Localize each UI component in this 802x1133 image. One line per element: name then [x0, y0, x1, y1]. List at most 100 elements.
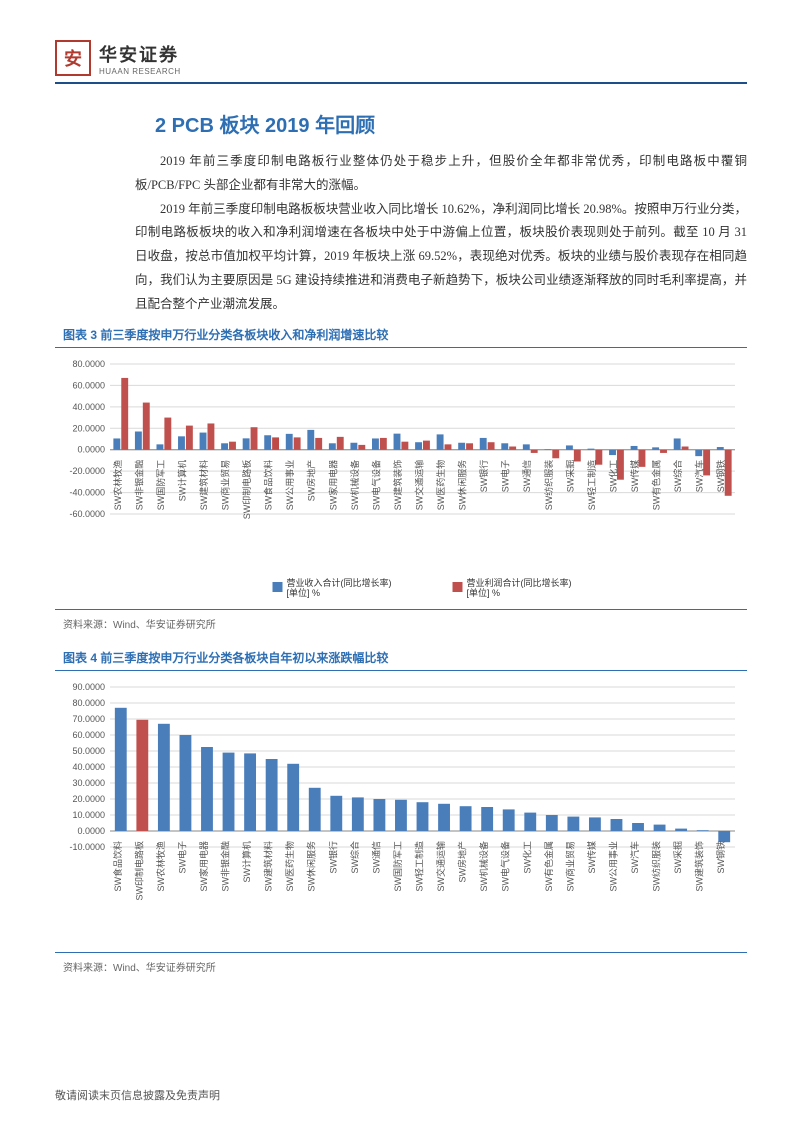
svg-text:SW传媒: SW传媒 [629, 460, 640, 493]
page-header: 安 华安证券 HUAAN RESEARCH [55, 40, 747, 84]
divider [55, 952, 747, 953]
svg-text:SW有色金属: SW有色金属 [543, 841, 554, 892]
company-name-en: HUAAN RESEARCH [99, 67, 181, 76]
svg-text:SW房地产: SW房地产 [457, 841, 468, 883]
svg-text:0.0000: 0.0000 [77, 826, 105, 836]
svg-text:SW国防军工: SW国防军工 [392, 841, 403, 892]
svg-text:SW采掘: SW采掘 [672, 841, 683, 874]
svg-text:10.0000: 10.0000 [72, 810, 105, 820]
svg-text:SW公用事业: SW公用事业 [284, 460, 295, 511]
paragraph-2: 2019 年前三季度印制电路板板块营业收入同比增长 10.62%，净利润同比增长… [135, 198, 747, 317]
svg-text:SW房地产: SW房地产 [306, 460, 317, 502]
chart4: -10.00000.000010.000020.000030.000040.00… [55, 677, 747, 950]
svg-text:营业收入合计(同比增长率): 营业收入合计(同比增长率) [287, 577, 392, 588]
svg-text:SW电气设备: SW电气设备 [370, 460, 381, 511]
svg-text:SW印制电路板: SW印制电路板 [133, 841, 144, 901]
svg-text:SW采掘: SW采掘 [564, 460, 575, 493]
logo-text: 华安证券 HUAAN RESEARCH [99, 41, 181, 76]
chart3: -60.0000 -40.0000 -20.0000 0.0000 20.0000 40.… [55, 354, 747, 607]
svg-text:营业利润合计(同比增长率): 营业利润合计(同比增长率) [467, 577, 572, 588]
svg-text:90.0000: 90.0000 [72, 682, 105, 692]
svg-text:30.0000: 30.0000 [72, 778, 105, 788]
svg-text:SW钢铁: SW钢铁 [715, 460, 726, 493]
svg-text:SW建筑材料: SW建筑材料 [198, 460, 209, 511]
svg-text:SW化工: SW化工 [607, 460, 618, 493]
logo-icon: 安 [55, 40, 91, 76]
paragraph-1: 2019 年前三季度印制电路板行业整体仍处于稳步上升，但股价全年都非常优秀，印制… [135, 150, 747, 198]
logo-char: 安 [64, 45, 82, 71]
svg-text:SW汽车: SW汽车 [694, 460, 705, 493]
svg-text:-20.0000: -20.0000 [69, 466, 105, 476]
chart3-source: 资料来源：Wind、华安证券研究所 [63, 616, 747, 631]
svg-text:SW轻工制造: SW轻工制造 [414, 841, 425, 892]
divider [55, 347, 747, 348]
svg-text:SW通信: SW通信 [370, 841, 381, 874]
svg-text:SW食品饮料: SW食品饮料 [263, 460, 274, 511]
svg-text:SW交通运输: SW交通运输 [414, 460, 425, 511]
chart4-caption: 图表 4 前三季度按申万行业分类各板块自年初以来涨跌幅比较 [63, 649, 747, 666]
svg-text:SW国防军工: SW国防军工 [155, 460, 166, 511]
svg-text:80.0000: 80.0000 [72, 359, 105, 369]
svg-text:SW商业贸易: SW商业贸易 [564, 841, 575, 892]
svg-text:SW交通运输: SW交通运输 [435, 841, 446, 892]
svg-text:SW印制电路板: SW印制电路板 [241, 460, 252, 520]
svg-text:SW机械设备: SW机械设备 [478, 841, 489, 892]
svg-text:20.0000: 20.0000 [72, 794, 105, 804]
svg-text:20.0000: 20.0000 [72, 424, 105, 434]
svg-text:[单位] %: [单位] % [287, 587, 321, 598]
svg-text:SW电子: SW电子 [500, 460, 511, 493]
chart4-svg: -10.00000.000010.000020.000030.000040.00… [55, 677, 745, 947]
svg-text:SW建筑装饰: SW建筑装饰 [392, 460, 403, 511]
divider [55, 609, 747, 610]
svg-text:-40.0000: -40.0000 [69, 488, 105, 498]
svg-text:SW非银金融: SW非银金融 [133, 460, 144, 511]
svg-text:SW医药生物: SW医药生物 [284, 841, 295, 892]
divider [55, 670, 747, 671]
svg-text:SW轻工制造: SW轻工制造 [586, 460, 597, 511]
svg-text:80.0000: 80.0000 [72, 698, 105, 708]
svg-text:-10.0000: -10.0000 [69, 842, 105, 852]
svg-text:SW休闲服务: SW休闲服务 [457, 460, 468, 511]
svg-text:60.0000: 60.0000 [72, 730, 105, 740]
chart3-caption: 图表 3 前三季度按申万行业分类各板块收入和净利润增速比较 [63, 326, 747, 343]
svg-text:SW非银金融: SW非银金融 [220, 841, 231, 892]
svg-text:SW电子: SW电子 [176, 841, 187, 874]
svg-text:0.0000: 0.0000 [77, 445, 105, 455]
section-title: 2 PCB 板块 2019 年回顾 [155, 109, 747, 138]
svg-text:SW公用事业: SW公用事业 [607, 841, 618, 892]
page-footer: 敬请阅读末页信息披露及免责声明 [55, 1087, 220, 1103]
svg-text:SW有色金属: SW有色金属 [651, 460, 662, 511]
svg-text:SW综合: SW综合 [672, 460, 683, 493]
svg-text:SW通信: SW通信 [521, 460, 532, 493]
chart3-svg: -60.0000 -40.0000 -20.0000 0.0000 20.0000 40.… [55, 354, 745, 604]
svg-text:SW汽车: SW汽车 [629, 841, 640, 874]
svg-text:SW农林牧渔: SW农林牧渔 [155, 841, 166, 892]
svg-text:70.0000: 70.0000 [72, 714, 105, 724]
svg-text:SW电气设备: SW电气设备 [500, 841, 511, 892]
svg-text:SW家用电器: SW家用电器 [327, 460, 338, 511]
svg-text:SW家用电器: SW家用电器 [198, 841, 209, 892]
svg-text:40.0000: 40.0000 [72, 402, 105, 412]
svg-text:SW化工: SW化工 [521, 841, 532, 874]
svg-text:SW机械设备: SW机械设备 [349, 460, 360, 511]
svg-text:SW休闲服务: SW休闲服务 [306, 841, 317, 892]
svg-text:SW食品饮料: SW食品饮料 [112, 841, 123, 892]
svg-text:SW银行: SW银行 [478, 460, 489, 493]
svg-text:SW综合: SW综合 [349, 841, 360, 874]
svg-text:SW计算机: SW计算机 [176, 460, 187, 502]
svg-text:SW纺织服装: SW纺织服装 [543, 460, 554, 511]
svg-text:SW银行: SW银行 [327, 841, 338, 874]
svg-text:60.0000: 60.0000 [72, 381, 105, 391]
svg-text:-60.0000: -60.0000 [69, 509, 105, 519]
svg-text:SW建筑材料: SW建筑材料 [263, 841, 274, 892]
svg-text:SW商业贸易: SW商业贸易 [220, 460, 231, 511]
svg-text:SW传媒: SW传媒 [586, 841, 597, 874]
svg-text:SW医药生物: SW医药生物 [435, 460, 446, 511]
svg-text:SW钢铁: SW钢铁 [715, 841, 726, 874]
svg-text:SW建筑装饰: SW建筑装饰 [694, 841, 705, 892]
svg-text:SW计算机: SW计算机 [241, 841, 252, 883]
svg-text:SW农林牧渔: SW农林牧渔 [112, 460, 123, 511]
company-name-cn: 华安证券 [99, 41, 181, 67]
chart4-source: 资料来源：Wind、华安证券研究所 [63, 959, 747, 974]
svg-text:50.0000: 50.0000 [72, 746, 105, 756]
